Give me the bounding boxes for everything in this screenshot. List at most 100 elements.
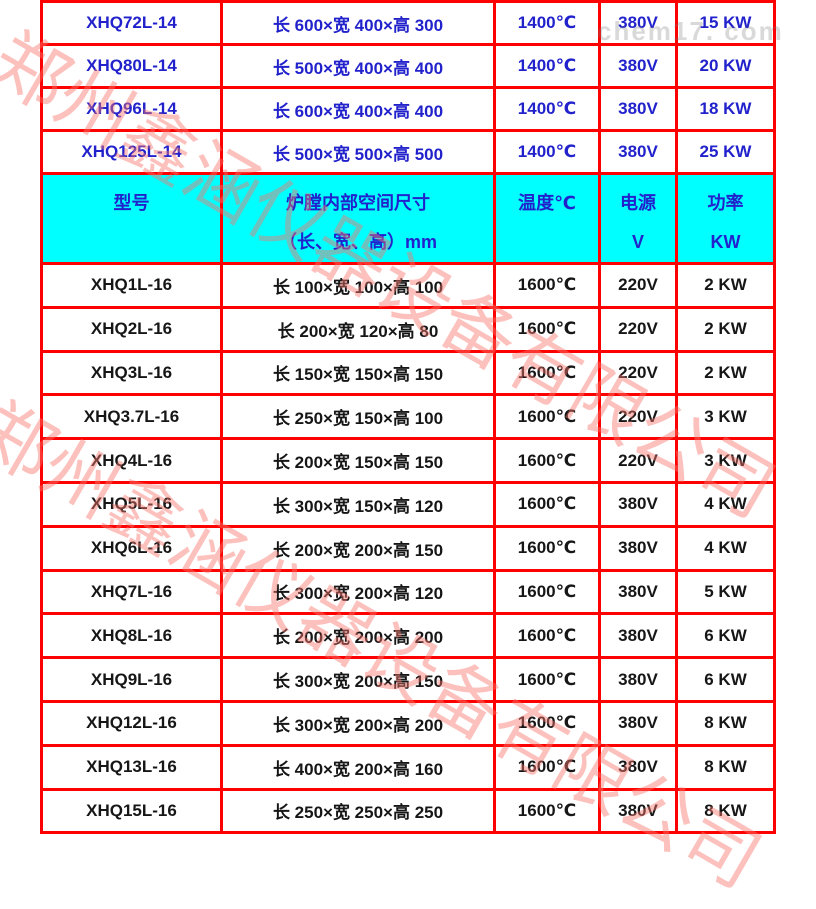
table-row: XHQ15L-16 长 250×宽 250×高 250 1600℃ 380V 8 KW bbox=[40, 787, 776, 835]
cell-model: XHQ12L-16 bbox=[40, 699, 223, 747]
cell-volt: 380V bbox=[598, 480, 678, 528]
cell-model: XHQ80L-14 bbox=[40, 43, 223, 89]
table-row: XHQ6L-16 长 200×宽 200×高 150 1600℃ 380V 4 KW bbox=[40, 524, 776, 572]
cell-power: 2 KW bbox=[675, 262, 776, 309]
cell-size: 长 250×宽 250×高 250 bbox=[220, 787, 496, 835]
cell-power: 6 KW bbox=[675, 656, 776, 703]
cell-size: 长 300×宽 200×高 150 bbox=[220, 656, 496, 703]
furnace-spec-table: XHQ72L-14 长 600×宽 400×高 300 1400℃ 380V 15 KW… bbox=[40, 0, 776, 835]
cell-temp: 1600℃ bbox=[493, 262, 601, 309]
cell-power: 4 KW bbox=[675, 524, 776, 572]
cell-volt: 380V bbox=[598, 743, 678, 791]
cell-model: XHQ5L-16 bbox=[40, 480, 223, 528]
cell-power: 3 KW bbox=[675, 393, 776, 441]
cell-volt: 220V bbox=[598, 349, 678, 397]
cell-size: 长 250×宽 150×高 100 bbox=[220, 393, 496, 441]
table-row: XHQ3.7L-16 长 250×宽 150×高 100 1600℃ 220V 3 KW bbox=[40, 393, 776, 441]
cell-temp: 1400℃ bbox=[493, 43, 601, 89]
header-power-supply-line1: 电源 bbox=[620, 193, 656, 213]
cell-model: XHQ9L-16 bbox=[40, 656, 223, 703]
cell-power: 20 KW bbox=[675, 43, 776, 89]
cell-size: 长 500×宽 400×高 400 bbox=[220, 43, 496, 89]
cell-power: 2 KW bbox=[675, 349, 776, 397]
cell-size: 长 600×宽 400×高 400 bbox=[220, 86, 496, 132]
cell-size: 长 300×宽 200×高 200 bbox=[220, 699, 496, 747]
cell-temp: 1400℃ bbox=[493, 129, 601, 175]
cell-model: XHQ3.7L-16 bbox=[40, 393, 223, 441]
table-header-row: 型号 炉膛内部空间尺寸 （长、宽、高）mm 温度℃ 电源 bbox=[40, 172, 776, 265]
table-row: XHQ2L-16 长 200×宽 120×高 80 1600℃ 220V 2 KW bbox=[40, 305, 776, 353]
cell-temp: 1400℃ bbox=[493, 0, 601, 46]
spec-table-container: XHQ72L-14 长 600×宽 400×高 300 1400℃ 380V 15 KW… bbox=[40, 0, 776, 835]
cell-model: XHQ96L-14 bbox=[40, 86, 223, 132]
cell-size: 长 200×宽 120×高 80 bbox=[220, 305, 496, 353]
cell-volt: 380V bbox=[598, 699, 678, 747]
cell-power: 15 KW bbox=[675, 0, 776, 46]
header-size-wrap: 炉膛内部空间尺寸 （长、宽、高）mm bbox=[225, 177, 492, 261]
cell-model: XHQ8L-16 bbox=[40, 612, 223, 660]
header-model-label: 型号 bbox=[113, 193, 150, 213]
cell-power: 4 KW bbox=[675, 480, 776, 528]
cell-size: 长 300×宽 150×高 120 bbox=[220, 480, 496, 528]
cell-volt: 220V bbox=[598, 393, 678, 441]
header-temp: 温度℃ bbox=[493, 172, 601, 265]
cell-temp: 1600℃ bbox=[493, 349, 601, 397]
cell-power: 25 KW bbox=[675, 129, 776, 175]
cell-model: XHQ15L-16 bbox=[40, 787, 223, 835]
header-rating-wrap: 功率 KW bbox=[680, 177, 772, 261]
cell-temp: 1600℃ bbox=[493, 524, 601, 572]
header-power-supply: 电源 V bbox=[598, 172, 678, 265]
cell-size: 长 600×宽 400×高 300 bbox=[220, 0, 496, 46]
cell-size: 长 200×宽 200×高 150 bbox=[220, 524, 496, 572]
cell-power: 8 KW bbox=[675, 787, 776, 835]
cell-temp: 1600℃ bbox=[493, 612, 601, 660]
cell-model: XHQ125L-14 bbox=[40, 129, 223, 175]
cell-volt: 380V bbox=[598, 568, 678, 616]
cell-power: 2 KW bbox=[675, 305, 776, 353]
cell-temp: 1600℃ bbox=[493, 699, 601, 747]
table-row: XHQ8L-16 长 200×宽 200×高 200 1600℃ 380V 6 KW bbox=[40, 612, 776, 660]
rows-1400-series: XHQ72L-14 长 600×宽 400×高 300 1400℃ 380V 15 KW… bbox=[40, 0, 776, 175]
cell-temp: 1600℃ bbox=[493, 743, 601, 791]
header-rating: 功率 KW bbox=[675, 172, 776, 265]
cell-model: XHQ3L-16 bbox=[40, 349, 223, 397]
cell-power: 8 KW bbox=[675, 699, 776, 747]
table-row: XHQ72L-14 长 600×宽 400×高 300 1400℃ 380V 15 KW bbox=[40, 0, 776, 46]
table-row: XHQ80L-14 长 500×宽 400×高 400 1400℃ 380V 20 KW bbox=[40, 43, 776, 89]
table-row: XHQ96L-14 长 600×宽 400×高 400 1400℃ 380V 18 KW bbox=[40, 86, 776, 132]
cell-model: XHQ4L-16 bbox=[40, 437, 223, 484]
cell-temp: 1600℃ bbox=[493, 568, 601, 616]
header-rating-line1: 功率 bbox=[707, 193, 744, 213]
header-power-supply-line2: V bbox=[631, 232, 644, 252]
cell-temp: 1400℃ bbox=[493, 86, 601, 132]
cell-volt: 380V bbox=[598, 656, 678, 703]
cell-size: 长 400×宽 200×高 160 bbox=[220, 743, 496, 791]
header-size-line1: 炉膛内部空间尺寸 bbox=[286, 193, 430, 213]
cell-temp: 1600℃ bbox=[493, 480, 601, 528]
table-row: XHQ4L-16 长 200×宽 150×高 150 1600℃ 220V 3 KW bbox=[40, 437, 776, 484]
cell-model: XHQ1L-16 bbox=[40, 262, 223, 309]
cell-power: 3 KW bbox=[675, 437, 776, 484]
cell-temp: 1600℃ bbox=[493, 305, 601, 353]
cell-volt: 380V bbox=[598, 129, 678, 175]
header-model: 型号 bbox=[40, 172, 223, 265]
cell-size: 长 200×宽 200×高 200 bbox=[220, 612, 496, 660]
table-row: XHQ7L-16 长 300×宽 200×高 120 1600℃ 380V 5 KW bbox=[40, 568, 776, 616]
cell-volt: 220V bbox=[598, 305, 678, 353]
table-row: XHQ1L-16 长 100×宽 100×高 100 1600℃ 220V 2 KW bbox=[40, 262, 776, 309]
cell-volt: 380V bbox=[598, 43, 678, 89]
header-size-line2: （长、宽、高）mm bbox=[278, 232, 437, 252]
cell-temp: 1600℃ bbox=[493, 437, 601, 484]
cell-model: XHQ7L-16 bbox=[40, 568, 223, 616]
cell-volt: 380V bbox=[598, 0, 678, 46]
cell-size: 长 100×宽 100×高 100 bbox=[220, 262, 496, 309]
cell-volt: 220V bbox=[598, 437, 678, 484]
header-rating-line2: KW bbox=[710, 232, 741, 252]
table-row: XHQ125L-14 长 500×宽 500×高 500 1400℃ 380V 25 K… bbox=[40, 129, 776, 175]
cell-model: XHQ6L-16 bbox=[40, 524, 223, 572]
cell-size: 长 300×宽 200×高 120 bbox=[220, 568, 496, 616]
header-power-supply-wrap: 电源 V bbox=[603, 177, 674, 261]
cell-temp: 1600℃ bbox=[493, 656, 601, 703]
rows-1600-series: XHQ1L-16 长 100×宽 100×高 100 1600℃ 220V 2 KW XH… bbox=[40, 262, 776, 835]
cell-model: XHQ13L-16 bbox=[40, 743, 223, 791]
